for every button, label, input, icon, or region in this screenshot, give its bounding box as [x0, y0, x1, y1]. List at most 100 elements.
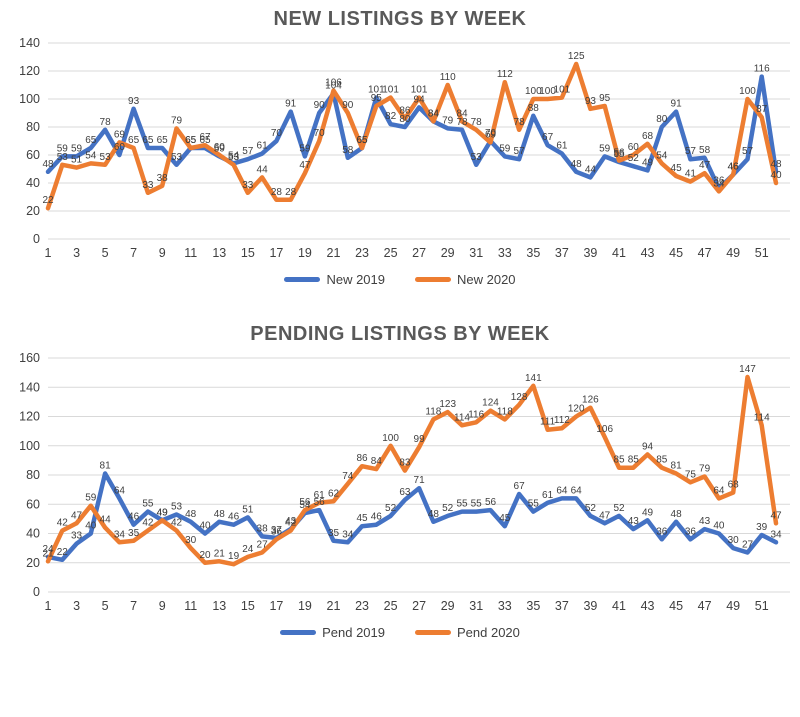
data-label: 49 — [642, 507, 654, 518]
data-label: 45 — [671, 163, 683, 174]
data-label: 62 — [328, 488, 340, 499]
data-label: 41 — [685, 169, 697, 180]
data-label: 85 — [613, 455, 625, 466]
data-label: 84 — [428, 108, 440, 119]
y-tick-label: 80 — [26, 120, 40, 134]
data-label: 78 — [514, 117, 526, 128]
data-label: 42 — [142, 518, 154, 529]
data-label: 56 — [485, 497, 497, 508]
data-label: 60 — [628, 142, 640, 153]
data-label: 38 — [157, 173, 169, 184]
data-label: 47 — [699, 160, 711, 171]
data-label: 70 — [271, 128, 283, 139]
data-label: 52 — [585, 503, 597, 514]
data-label: 40 — [199, 521, 211, 532]
data-label: 91 — [671, 99, 683, 110]
data-label: 116 — [468, 409, 484, 420]
data-label: 95 — [371, 93, 383, 104]
data-label: 106 — [325, 78, 342, 89]
data-label: 36 — [713, 176, 725, 187]
data-label: 61 — [314, 490, 326, 501]
data-label: 20 — [199, 550, 211, 561]
data-label: 21 — [214, 548, 226, 559]
data-label: 88 — [528, 103, 540, 114]
data-label: 30 — [728, 535, 740, 546]
x-tick-label: 11 — [184, 599, 197, 613]
data-label: 49 — [642, 157, 654, 168]
data-label: 84 — [371, 456, 383, 467]
data-label: 36 — [271, 526, 283, 537]
y-tick-label: 140 — [19, 380, 40, 394]
data-label: 116 — [754, 64, 770, 75]
data-label: 55 — [613, 149, 625, 160]
data-label: 55 — [471, 499, 483, 510]
x-tick-label: 43 — [641, 246, 655, 260]
data-label: 45 — [356, 513, 368, 524]
new-listings-chart-panel: NEW LISTINGS BY WEEK 0 20 40 60 80 100 120 140 1… — [0, 0, 800, 287]
data-label: 128 — [511, 392, 528, 403]
data-label: 56 — [299, 497, 311, 508]
x-tick-label: 19 — [298, 246, 312, 260]
data-label: 111 — [540, 417, 556, 428]
data-label: 34 — [114, 529, 126, 540]
legend-item-pend-2020[interactable]: Pend 2020 — [415, 625, 520, 640]
data-label: 65 — [142, 135, 154, 146]
data-label: 57 — [514, 146, 526, 157]
legend-item-new-2020[interactable]: New 2020 — [415, 272, 516, 287]
data-label: 60 — [114, 142, 126, 153]
x-tick-label: 5 — [102, 246, 109, 260]
data-label: 82 — [385, 111, 397, 122]
x-tick-label: 33 — [498, 246, 512, 260]
data-label: 99 — [414, 434, 426, 445]
series-line-pend-2020 — [45, 374, 779, 567]
data-label: 79 — [171, 115, 183, 126]
data-label: 80 — [399, 114, 411, 125]
x-tick-label: 45 — [669, 246, 683, 260]
x-tick-label: 15 — [241, 246, 255, 260]
data-label: 60 — [214, 142, 226, 153]
data-label: 69 — [114, 129, 126, 140]
data-label: 63 — [399, 487, 411, 498]
data-label: 101 — [411, 85, 428, 96]
y-tick-label: 120 — [19, 410, 40, 424]
y-tick-label: 20 — [26, 204, 40, 218]
data-label: 42 — [171, 518, 183, 529]
y-tick-label: 100 — [19, 439, 40, 453]
data-label: 35 — [128, 528, 140, 539]
legend-item-new-2019[interactable]: New 2019 — [284, 272, 385, 287]
x-tick-label: 49 — [726, 599, 740, 613]
data-label: 28 — [285, 187, 297, 198]
x-tick-label: 41 — [612, 246, 626, 260]
data-label: 40 — [770, 170, 782, 181]
data-label: 80 — [656, 114, 668, 125]
y-tick-label: 60 — [26, 497, 40, 511]
data-label: 118 — [425, 406, 441, 417]
data-label: 33 — [142, 180, 154, 191]
data-label: 57 — [685, 146, 697, 157]
x-tick-label: 29 — [441, 246, 455, 260]
y-tick-label: 40 — [26, 527, 40, 541]
data-label: 42 — [57, 518, 69, 529]
x-tick-label: 31 — [469, 599, 483, 613]
data-label: 54 — [299, 500, 311, 511]
data-label: 46 — [371, 512, 383, 523]
data-label: 53 — [100, 152, 112, 163]
x-tick-label: 15 — [241, 599, 255, 613]
data-label: 112 — [497, 69, 513, 80]
legend-label: New 2020 — [457, 272, 516, 287]
x-tick-label: 1 — [45, 246, 52, 260]
new-listings-plot-area: 0 20 40 60 80 100 120 140 1 3 5 7 9 11 13 15 17 19 21 23 25 2… — [0, 35, 800, 270]
x-tick-label: 21 — [327, 599, 341, 613]
data-label: 101 — [382, 85, 399, 96]
data-label: 44 — [257, 164, 269, 175]
data-label: 100 — [739, 86, 756, 97]
data-label: 49 — [157, 507, 169, 518]
data-label: 67 — [542, 132, 554, 143]
y-tick-label: 20 — [26, 556, 40, 570]
legend-item-pend-2019[interactable]: Pend 2019 — [280, 625, 385, 640]
data-label: 55 — [528, 499, 540, 510]
y-tick-label: 80 — [26, 468, 40, 482]
data-label: 101 — [368, 85, 385, 96]
data-label: 95 — [599, 93, 611, 104]
x-tick-label: 37 — [555, 246, 569, 260]
